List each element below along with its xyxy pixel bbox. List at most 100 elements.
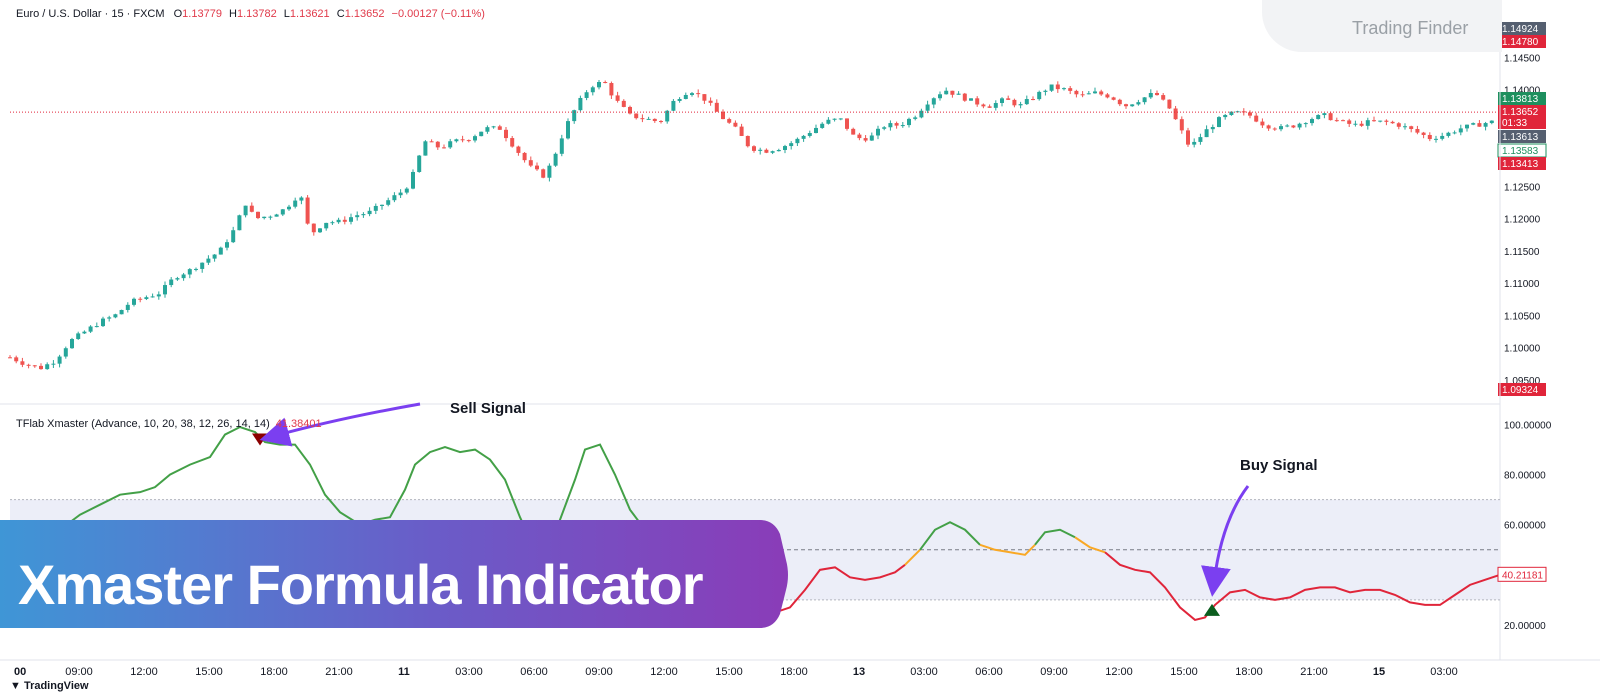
candle-body	[113, 314, 118, 318]
candle-body	[739, 126, 744, 136]
oscillator-value-label: 40.21181	[1502, 570, 1543, 581]
candle-body	[268, 216, 273, 218]
candle-body	[1136, 102, 1141, 105]
close-value: 1.13652	[344, 8, 385, 20]
oscillator-line-red_2	[1104, 551, 1501, 622]
candle-body	[894, 123, 899, 126]
candle-body	[1204, 129, 1209, 138]
candle-body	[39, 365, 43, 370]
time-tick-label: 12:00	[130, 666, 158, 678]
candle-body	[125, 304, 130, 310]
candle-body	[45, 364, 50, 370]
candle-body	[287, 206, 291, 210]
time-tick-label: 12:00	[1105, 666, 1133, 678]
candle-body	[1353, 123, 1358, 125]
time-tick-label: 00	[14, 666, 26, 678]
candle-body	[1111, 97, 1116, 100]
price-label-box	[1498, 35, 1546, 48]
price-tick-label: 1.14500	[1504, 53, 1541, 64]
candle-body	[1254, 115, 1259, 122]
candle-body	[355, 215, 360, 218]
candle-body	[88, 326, 93, 332]
candle-body	[609, 83, 614, 96]
candle-body	[1471, 123, 1476, 125]
candle-body	[1310, 119, 1314, 124]
candle-body	[640, 118, 645, 120]
oscillator-series	[39, 425, 1501, 622]
candle-body	[330, 222, 335, 224]
candle-body	[1272, 128, 1277, 130]
candle-body	[1452, 132, 1457, 134]
candle-body	[280, 209, 285, 215]
price-label-box	[1498, 130, 1546, 143]
candle-body	[448, 141, 453, 148]
candle-body	[1378, 120, 1383, 122]
candle-body	[435, 141, 440, 148]
candle-body	[1130, 104, 1135, 107]
time-tick-label: 15	[1373, 666, 1385, 678]
low-label: L	[283, 8, 290, 20]
oscillator-tick-label: 60.00000	[1504, 521, 1546, 532]
candle-body	[1142, 97, 1147, 103]
buy-arrow	[1201, 485, 1250, 597]
candle-body	[70, 339, 74, 349]
candle-body	[14, 357, 19, 362]
candle-body	[603, 82, 608, 84]
candle-body	[169, 279, 174, 286]
candle-body	[473, 136, 477, 141]
candle-body	[249, 205, 254, 212]
candle-body	[628, 106, 632, 114]
candle-body	[826, 119, 831, 124]
candle-body	[1279, 126, 1283, 130]
candle-body	[801, 135, 806, 139]
candle-body	[57, 356, 62, 364]
candle-body	[764, 149, 769, 153]
candle-body	[163, 285, 167, 295]
candle-body	[516, 146, 521, 153]
candle-body	[696, 93, 701, 95]
candle-body	[342, 219, 347, 222]
time-tick-label: 18:00	[1235, 666, 1263, 678]
trading-finder-logo-text: Trading Finder	[1352, 18, 1469, 38]
candle-body	[1328, 113, 1333, 121]
candle-body	[1334, 120, 1339, 122]
candle-body	[900, 125, 905, 127]
candle-body	[795, 138, 800, 144]
candle-body	[1000, 98, 1004, 104]
candle-body	[181, 274, 186, 279]
candle-body	[1434, 138, 1438, 140]
candle-body	[1285, 125, 1290, 127]
oscillator-line-orange_1	[904, 549, 921, 566]
candle-body	[950, 90, 955, 95]
time-tick-label: 21:00	[1300, 666, 1328, 678]
candle-body	[820, 123, 825, 128]
price-tick-label: 1.14000	[1504, 86, 1541, 97]
candle-body	[770, 151, 775, 153]
candle-body	[944, 90, 949, 95]
candle-body	[497, 126, 502, 130]
candle-body	[814, 127, 818, 134]
time-tick-label: 15:00	[1170, 666, 1198, 678]
candle-body	[1384, 120, 1389, 122]
oscillator-line-orange_3	[1074, 536, 1106, 554]
candle-body	[225, 242, 229, 248]
price-tick-label: 1.11500	[1504, 247, 1540, 258]
candle-body	[175, 278, 180, 280]
candle-body	[1266, 125, 1271, 129]
candle-body	[702, 94, 707, 101]
oscillator-tick-label: 80.00000	[1504, 471, 1546, 482]
candle-body	[212, 254, 217, 259]
candle-body	[1167, 99, 1172, 109]
candle-body	[1396, 123, 1401, 127]
candle-body	[423, 141, 428, 156]
candle-body	[144, 297, 149, 300]
oscillator-tick-label: 20.00000	[1504, 621, 1546, 632]
candle-body	[1043, 90, 1048, 92]
open-label: O	[173, 8, 183, 20]
candle-body	[101, 318, 105, 327]
candle-body	[652, 118, 657, 122]
candle-body	[522, 152, 527, 161]
candle-body	[547, 165, 552, 178]
candle-body	[1068, 88, 1073, 91]
